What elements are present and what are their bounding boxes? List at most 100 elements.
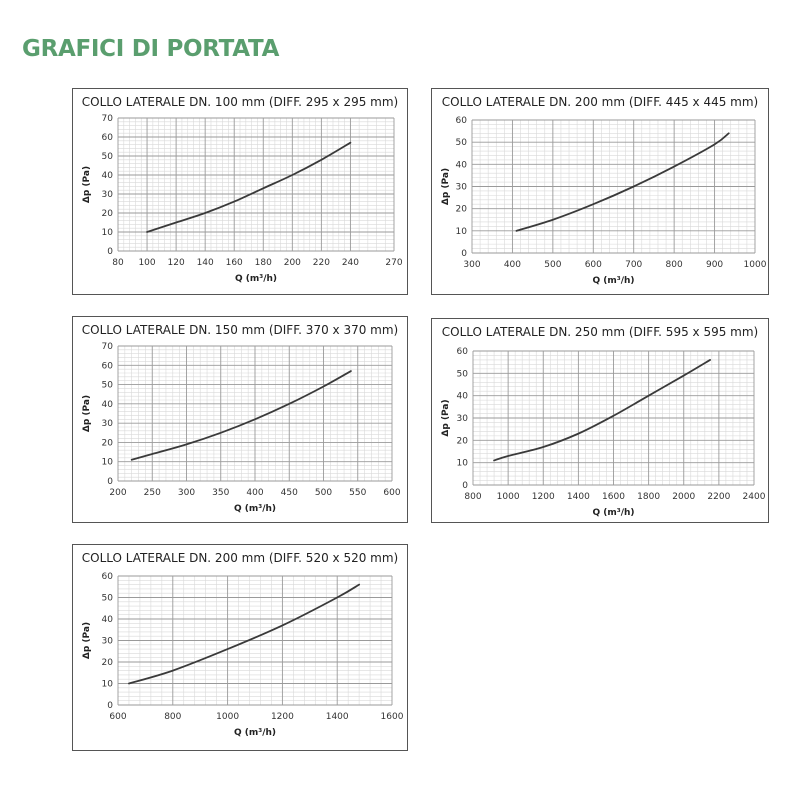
series-line: [146, 141, 352, 233]
x-tick-label: 100: [138, 258, 155, 268]
y-tick-label: 40: [102, 171, 114, 181]
x-tick-label: 1400: [326, 712, 349, 722]
x-tick-label: 400: [504, 260, 521, 270]
chart-title: COLLO LATERALE DN. 200 mm (DIFF. 520 x 5…: [81, 551, 399, 565]
x-tick-label: 600: [383, 488, 400, 498]
y-tick-label: 30: [457, 414, 469, 424]
y-tick-label: 20: [457, 436, 469, 446]
y-tick-label: 0: [461, 249, 467, 259]
y-tick-label: 0: [462, 481, 468, 491]
x-tick-label: 250: [144, 488, 161, 498]
chart-panel-dn200-520: COLLO LATERALE DN. 200 mm (DIFF. 520 x 5…: [72, 544, 408, 751]
y-tick-label: 50: [102, 152, 114, 162]
x-axis-label: Q (m³/h): [592, 276, 634, 286]
x-tick-label: 800: [164, 712, 181, 722]
x-tick-label: 900: [706, 260, 723, 270]
x-tick-label: 800: [464, 492, 481, 502]
x-tick-label: 550: [349, 488, 366, 498]
y-tick-label: 70: [102, 114, 114, 124]
y-axis-label: Δp (Pa): [441, 168, 451, 205]
x-tick-label: 180: [255, 258, 272, 268]
x-tick-label: 1800: [637, 492, 660, 502]
x-tick-label: 240: [342, 258, 359, 268]
x-tick-label: 800: [666, 260, 683, 270]
x-tick-label: 140: [197, 258, 214, 268]
x-axis-label: Q (m³/h): [592, 508, 634, 518]
y-tick-label: 10: [102, 680, 114, 690]
chart-plot: 200 250 300 350 400 450 500 550 600 0 10 20 30 40 50 60…: [82, 342, 401, 514]
x-tick-label: 200: [284, 258, 301, 268]
y-tick-label: 10: [457, 459, 469, 469]
y-tick-label: 0: [107, 247, 113, 257]
y-tick-label: 0: [107, 477, 113, 487]
x-tick-label: 400: [246, 488, 263, 498]
y-tick-label: 40: [456, 160, 468, 170]
y-tick-label: 30: [102, 419, 114, 429]
grid: [472, 350, 755, 486]
y-tick-label: 60: [102, 133, 114, 143]
x-tick-label: 160: [226, 258, 243, 268]
x-tick-label: 300: [178, 488, 195, 498]
grid: [471, 119, 756, 254]
x-tick-label: 600: [585, 260, 602, 270]
y-tick-label: 10: [102, 228, 114, 238]
y-tick-label: 20: [102, 658, 114, 668]
y-axis-label: Δp (Pa): [82, 395, 92, 432]
x-tick-label: 500: [315, 488, 332, 498]
y-tick-label: 50: [102, 594, 114, 604]
y-tick-label: 0: [107, 701, 113, 711]
x-tick-label: 1000: [216, 712, 239, 722]
x-tick-label: 350: [212, 488, 229, 498]
x-tick-label: 2200: [707, 492, 730, 502]
x-tick-label: 1200: [271, 712, 294, 722]
grid: [117, 117, 395, 252]
y-tick-label: 30: [456, 183, 468, 193]
chart-panel-dn150: COLLO LATERALE DN. 150 mm (DIFF. 370 x 3…: [72, 316, 408, 523]
y-tick-label: 60: [102, 361, 114, 371]
x-axis-label: Q (m³/h): [235, 274, 277, 284]
x-tick-label: 500: [544, 260, 561, 270]
y-tick-label: 40: [457, 392, 469, 402]
plot-area: [118, 118, 394, 251]
x-tick-label: 1200: [532, 492, 555, 502]
y-tick-label: 40: [102, 400, 114, 410]
chart-plot: 300 400 500 600 700 800 900 1000 0 10 20 30 40 50 60 Q …: [441, 116, 767, 286]
x-tick-label: 220: [313, 258, 330, 268]
x-axis-label: Q (m³/h): [234, 504, 276, 514]
y-tick-label: 40: [102, 615, 114, 625]
y-tick-label: 50: [457, 369, 469, 379]
y-tick-label: 10: [456, 227, 468, 237]
y-axis-label: Δp (Pa): [82, 622, 92, 659]
chart-title: COLLO LATERALE DN. 200 mm (DIFF. 445 x 4…: [441, 95, 759, 109]
series-line: [128, 583, 361, 685]
y-tick-label: 30: [102, 637, 114, 647]
y-axis-label: Δp (Pa): [441, 399, 451, 436]
grid: [117, 345, 393, 482]
series-line: [515, 132, 730, 232]
grid: [117, 575, 393, 706]
y-tick-label: 30: [102, 190, 114, 200]
x-tick-label: 200: [109, 488, 126, 498]
chart-panel-dn100: COLLO LATERALE DN. 100 mm (DIFF. 295 x 2…: [72, 88, 408, 295]
chart-title: COLLO LATERALE DN. 100 mm (DIFF. 295 x 2…: [81, 95, 399, 109]
x-axis-label: Q (m³/h): [234, 728, 276, 738]
x-tick-label: 120: [168, 258, 185, 268]
y-tick-label: 70: [102, 342, 114, 352]
x-tick-label: 2400: [743, 492, 766, 502]
chart-plot: 800 1000 1200 1400 1600 1800 2000 2200 2400 0 10 20…: [441, 347, 766, 518]
x-tick-label: 600: [109, 712, 126, 722]
x-tick-label: 80: [112, 258, 124, 268]
y-tick-label: 20: [102, 438, 114, 448]
chart-title: COLLO LATERALE DN. 250 mm (DIFF. 595 x 5…: [441, 325, 759, 339]
y-axis-label: Δp (Pa): [82, 166, 92, 203]
x-tick-label: 2000: [672, 492, 695, 502]
x-tick-label: 1000: [744, 260, 767, 270]
chart-panel-dn250: COLLO LATERALE DN. 250 mm (DIFF. 595 x 5…: [431, 318, 769, 523]
x-tick-label: 1000: [497, 492, 520, 502]
y-tick-label: 10: [102, 458, 114, 468]
y-tick-label: 20: [102, 209, 114, 219]
x-tick-label: 1600: [381, 712, 404, 722]
chart-plot: 600 800 1000 1200 1400 1600 0 10 20 30 40 50 60 Q (m³…: [82, 572, 404, 738]
x-tick-label: 270: [385, 258, 402, 268]
y-tick-label: 60: [102, 572, 114, 582]
